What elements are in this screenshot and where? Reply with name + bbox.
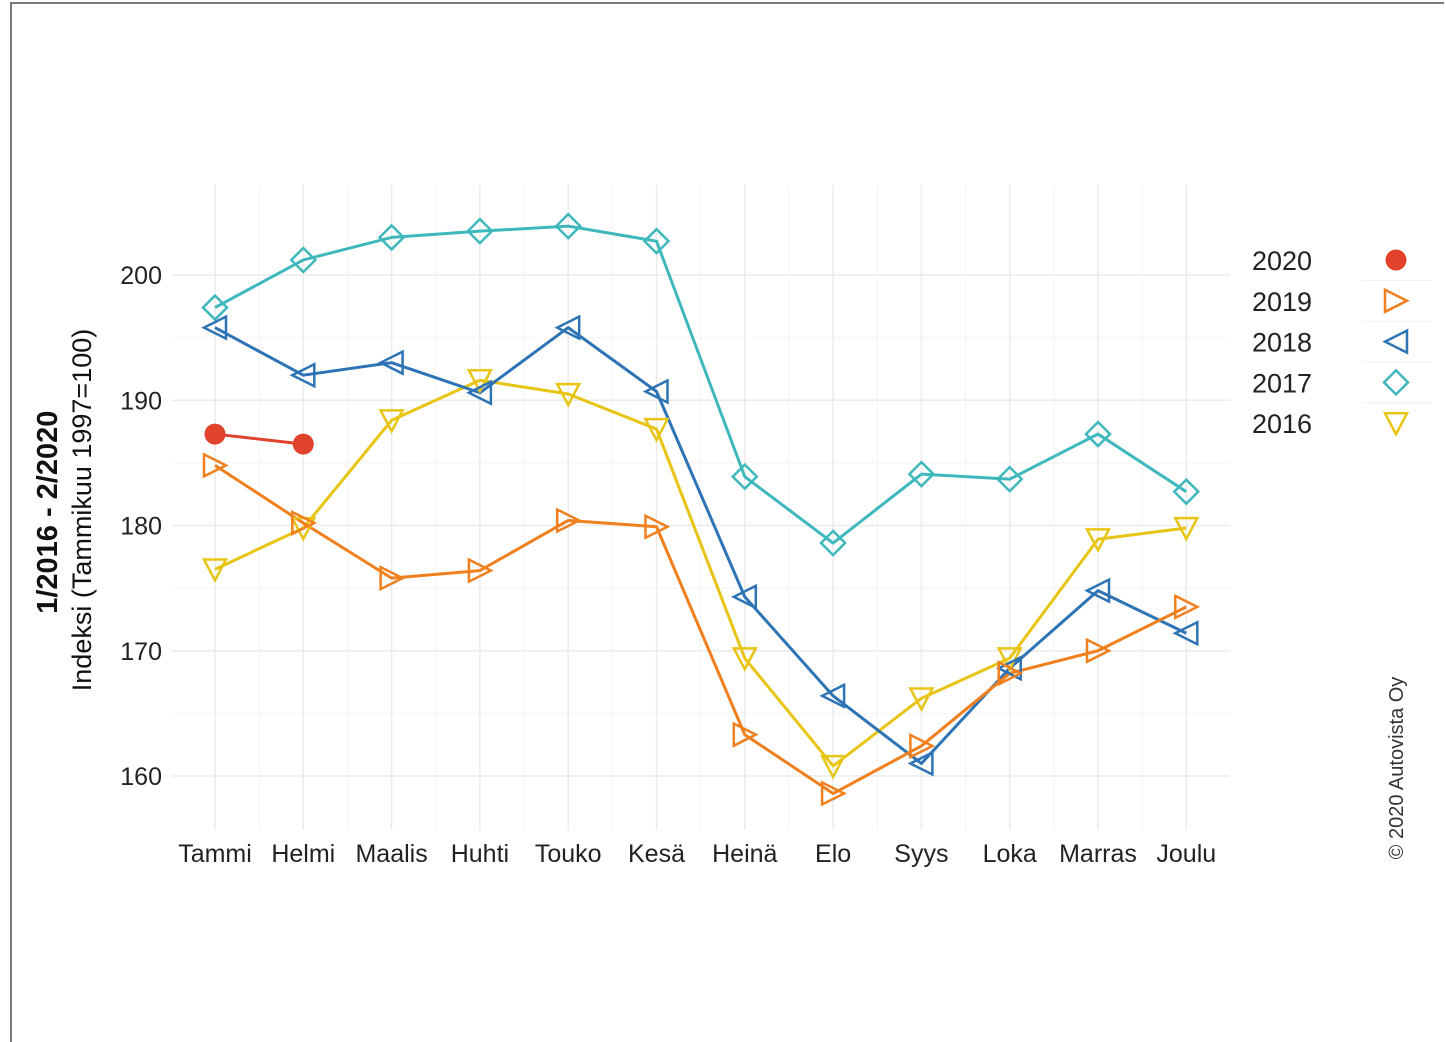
x-tick-label: Elo bbox=[815, 840, 851, 868]
data-point-2016 bbox=[466, 369, 493, 394]
data-point-2019 bbox=[732, 721, 759, 748]
legend: 2020 2019 2018 2017 2016 bbox=[1252, 246, 1432, 439]
x-tick-label: Huhti bbox=[451, 840, 509, 868]
data-point-2019 bbox=[1174, 593, 1201, 620]
data-point-2016 bbox=[378, 409, 405, 434]
legend-key-2018 bbox=[1382, 328, 1409, 355]
data-point-2019 bbox=[379, 565, 406, 592]
data-point-2017 bbox=[731, 462, 759, 491]
data-point-2017 bbox=[466, 217, 494, 245]
series-line-2020 bbox=[214, 432, 304, 446]
data-point-2019 bbox=[820, 780, 847, 807]
y-axis-title-period: 1/2016 - 2/2020 bbox=[32, 411, 64, 614]
copyright-note: © 2020 Autovista Oy bbox=[1386, 677, 1408, 860]
legend-label-2018: 2018 bbox=[1252, 328, 1312, 358]
series-line-2016 bbox=[214, 378, 1187, 768]
data-markers bbox=[201, 212, 1201, 807]
data-point-2017 bbox=[1172, 477, 1201, 506]
data-point-2016 bbox=[1173, 516, 1200, 542]
data-point-2018 bbox=[819, 682, 846, 709]
data-point-2017 bbox=[289, 246, 318, 274]
series-line-2017 bbox=[214, 224, 1188, 545]
legend-key-2017 bbox=[1382, 368, 1410, 397]
legend-key-2019 bbox=[1383, 287, 1410, 314]
x-tick-label: Kesä bbox=[628, 840, 685, 868]
y-tick-label: 200 bbox=[120, 262, 162, 290]
x-tick-label: Syys bbox=[894, 840, 948, 868]
data-point-2016 bbox=[555, 382, 582, 408]
data-point-2017 bbox=[377, 223, 406, 252]
data-point-2018 bbox=[201, 314, 228, 341]
data-point-2019 bbox=[555, 507, 582, 534]
data-point-2019 bbox=[202, 452, 229, 479]
legend-label-2016: 2016 bbox=[1252, 409, 1312, 439]
axis-ticks: 160 170 180 190 200 Tammi Helmi Maalis Huhti Touk… bbox=[120, 262, 1216, 868]
data-point-2016 bbox=[820, 754, 847, 780]
series-line-2018 bbox=[214, 326, 1187, 765]
data-point-2019 bbox=[909, 732, 936, 759]
data-point-2019 bbox=[467, 557, 494, 584]
x-tick-label: Helmi bbox=[271, 840, 335, 868]
data-point-2020 bbox=[292, 433, 314, 455]
data-point-2018 bbox=[554, 314, 581, 341]
data-point-2019 bbox=[291, 509, 318, 537]
data-point-2017 bbox=[642, 227, 671, 255]
data-point-2018 bbox=[731, 583, 758, 610]
legend-key-2016 bbox=[1382, 412, 1410, 437]
y-axis-title: 1/2016 - 2/2020 Indeksi (Tammikuu 1997=1… bbox=[32, 329, 97, 691]
legend-key-2020 bbox=[1385, 249, 1407, 271]
data-point-2018 bbox=[995, 655, 1022, 682]
series-lines bbox=[214, 224, 1188, 796]
data-point-2019 bbox=[1085, 637, 1112, 664]
data-point-2020 bbox=[204, 423, 226, 445]
data-point-2018 bbox=[642, 378, 669, 405]
data-point-2017 bbox=[554, 212, 582, 240]
series-line-2019 bbox=[214, 464, 1187, 796]
data-point-2018 bbox=[907, 750, 934, 777]
x-tick-label: Touko bbox=[535, 840, 602, 868]
data-point-2017 bbox=[1084, 420, 1112, 448]
data-point-2016 bbox=[908, 687, 935, 713]
data-point-2017 bbox=[995, 465, 1024, 493]
y-tick-label: 170 bbox=[120, 638, 162, 666]
legend-label-2020: 2020 bbox=[1252, 246, 1312, 276]
data-point-2019 bbox=[644, 513, 671, 540]
x-tick-label: Joulu bbox=[1156, 840, 1216, 868]
data-point-2018 bbox=[377, 349, 404, 376]
data-point-2016 bbox=[1084, 528, 1112, 553]
y-tick-label: 180 bbox=[120, 513, 162, 541]
data-point-2016 bbox=[201, 558, 229, 584]
data-point-2019 bbox=[997, 660, 1024, 687]
legend-label-2019: 2019 bbox=[1252, 287, 1312, 317]
x-tick-label: Marras bbox=[1059, 840, 1137, 868]
data-point-2018 bbox=[289, 362, 316, 389]
data-point-2018 bbox=[466, 379, 493, 406]
data-point-2018 bbox=[1172, 620, 1199, 647]
legend-label-2017: 2017 bbox=[1252, 368, 1312, 398]
chart-frame bbox=[10, 2, 1444, 1042]
y-axis-title-index: Indeksi (Tammikuu 1997=100) bbox=[67, 329, 97, 691]
grid bbox=[172, 185, 1230, 830]
x-tick-label: Maalis bbox=[355, 840, 427, 868]
data-point-2017 bbox=[819, 529, 847, 557]
data-point-2017 bbox=[907, 460, 936, 488]
data-point-2016 bbox=[731, 647, 758, 672]
y-tick-label: 160 bbox=[120, 763, 162, 791]
x-tick-label: Loka bbox=[983, 840, 1037, 868]
data-point-2017 bbox=[201, 293, 229, 322]
data-point-2016 bbox=[643, 417, 670, 443]
data-point-2018 bbox=[1084, 577, 1111, 604]
y-tick-label: 190 bbox=[120, 387, 162, 415]
x-tick-label: Heinä bbox=[712, 840, 777, 868]
x-tick-label: Tammi bbox=[178, 840, 252, 868]
